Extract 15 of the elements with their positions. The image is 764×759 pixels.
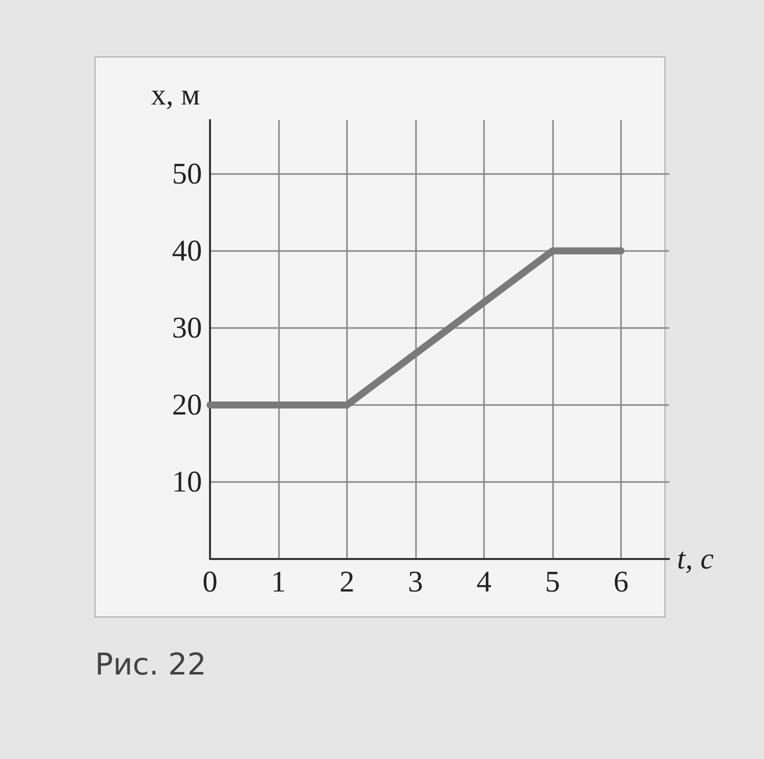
- x-tick-label: 1: [271, 566, 286, 598]
- y-tick-label: 50: [172, 157, 202, 190]
- x-tick-label: 4: [476, 566, 492, 598]
- text: Рис. 22: [95, 648, 206, 682]
- x-axis-title: t, с: [677, 542, 714, 576]
- x-tick-label: 6: [614, 566, 629, 598]
- x-tick-label: 5: [545, 566, 560, 598]
- y-tick-label: 30: [172, 311, 202, 344]
- x-tick-label: 3: [408, 566, 424, 598]
- y-tick-label: 40: [172, 234, 202, 268]
- y-axis-title: x, м: [151, 78, 200, 112]
- y-tick-label: 20: [172, 388, 202, 422]
- x-tick-label: 2: [340, 566, 355, 598]
- x-tick-label: 0: [202, 566, 218, 598]
- y-tick-label: 10: [172, 465, 202, 498]
